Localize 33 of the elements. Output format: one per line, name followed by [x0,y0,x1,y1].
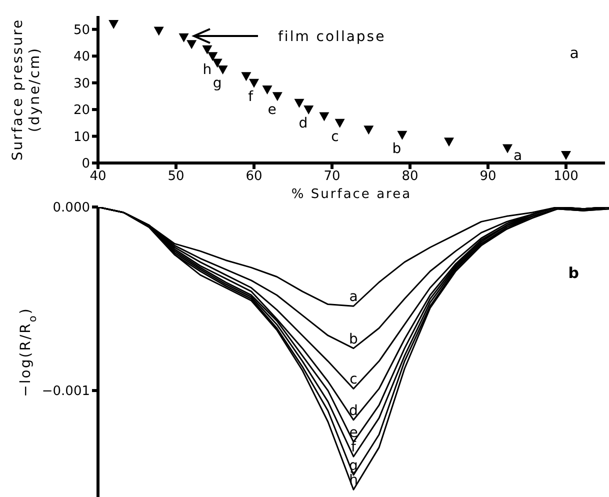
annotation: a [514,148,522,164]
x-tick-label: 60 [246,169,262,184]
y-tick-label: −0.001 [42,384,90,400]
annotation: film collapse [278,29,386,45]
annotation: a [570,44,579,62]
annotation: b [392,140,402,157]
y-tick-label: 30 [73,76,90,92]
x-tick-label: 50 [168,169,184,184]
x-axis-title: % Surface area [291,187,412,202]
y-tick-label: 50 [73,22,90,38]
series-label: a [349,289,358,306]
annotation: e [268,102,276,118]
y-axis-title: Surface pressure (dyne/cm) [10,18,43,161]
annotation: d [298,116,308,132]
y-tick-label: 10 [73,130,90,145]
series-label: b [349,331,358,348]
annotation: c [331,128,339,145]
y-tick-label: 20 [73,103,90,118]
x-tick-label: 100 [554,169,578,184]
annotation: h [202,62,212,78]
x-tick-label: 40 [90,169,106,184]
y-tick-label: 0 [82,156,90,172]
x-tick-label: 90 [480,169,496,184]
series-label: c [350,372,358,388]
y-tick-label: 0.000 [52,200,90,216]
x-tick-label: 70 [324,169,340,184]
annotation: g [212,75,222,92]
annotation: f [248,88,254,105]
series-label: e [349,424,358,441]
x-tick-label: 80 [402,169,418,184]
series-label: d [349,402,358,419]
y-tick-label: 40 [73,50,90,65]
annotation: b [568,264,579,282]
